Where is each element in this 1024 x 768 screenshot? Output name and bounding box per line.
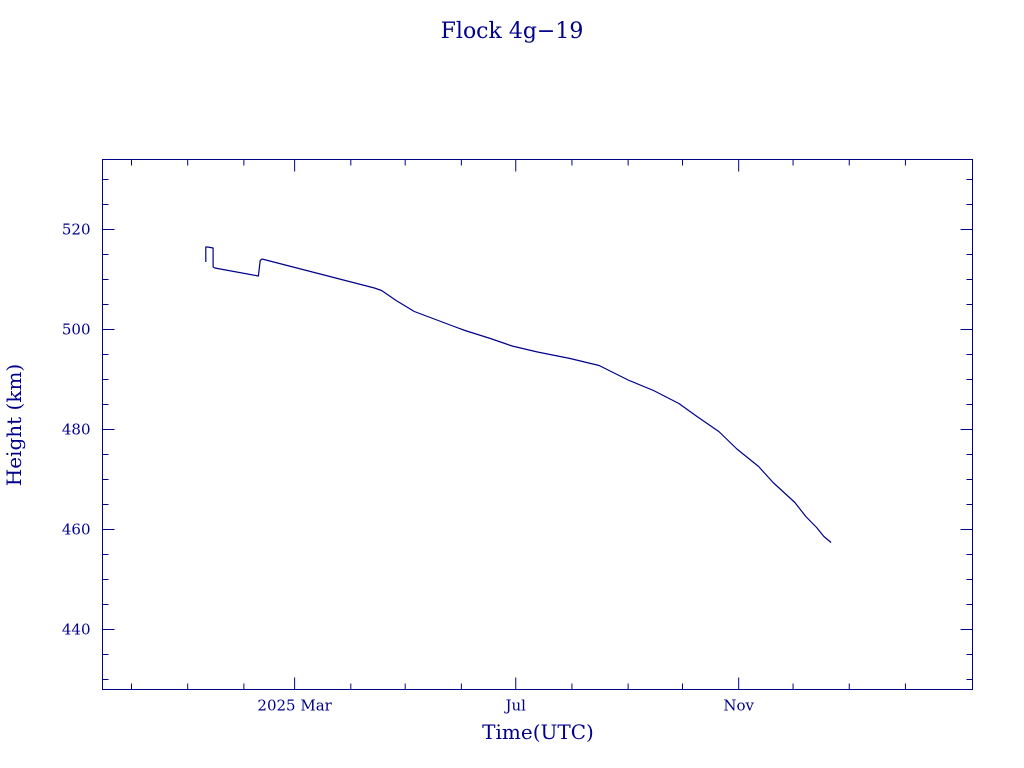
y-tick-label: 460 [62,521,91,539]
x-axis-label: Time(UTC) [482,720,594,744]
plot-frame [102,159,973,690]
y-tick-label: 500 [62,321,91,339]
x-tick-label: 2025 Mar [257,697,332,715]
x-tick-label: Jul [504,697,527,715]
x-tick-label: Nov [723,697,754,715]
axis-ticks [102,159,973,690]
chart-title: Flock 4g−19 [441,19,584,44]
y-tick-label: 440 [62,621,91,639]
y-tick-label: 520 [62,221,91,239]
y-tick-label: 480 [62,421,91,439]
tick-labels: 440 460 480 500 520 2025 Mar Jul Nov [62,221,755,715]
height-series-line [205,246,832,543]
y-axis-label: Height (km) [2,364,26,486]
